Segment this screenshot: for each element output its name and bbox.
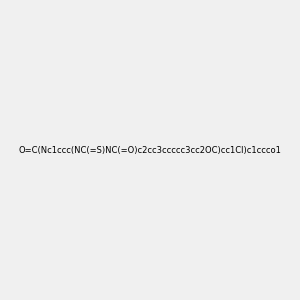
Text: O=C(Nc1ccc(NC(=S)NC(=O)c2cc3ccccc3cc2OC)cc1Cl)c1ccco1: O=C(Nc1ccc(NC(=S)NC(=O)c2cc3ccccc3cc2OC)…: [19, 146, 281, 154]
